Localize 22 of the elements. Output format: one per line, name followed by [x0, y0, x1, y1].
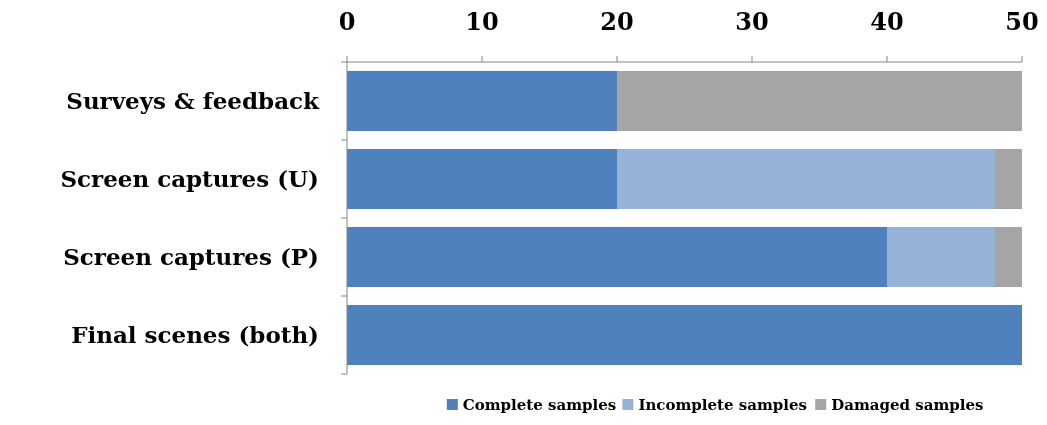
y-tick-label: Surveys & feedback: [66, 87, 321, 115]
x-tick-label: 50: [1005, 7, 1039, 36]
bar: [347, 304, 1022, 366]
bar: [347, 226, 887, 288]
bar: [347, 148, 617, 210]
bar: [617, 148, 995, 210]
legend-label: Damaged samples: [831, 396, 984, 414]
y-tick-label: Final scenes (both): [71, 321, 319, 349]
bar: [347, 70, 617, 132]
bar: [887, 226, 995, 288]
x-tick-label: 40: [870, 7, 904, 36]
bar: [995, 148, 1022, 210]
x-tick-label: 10: [465, 7, 499, 36]
x-tick-label: 0: [338, 7, 356, 36]
bar: [995, 226, 1022, 288]
legend-label: Complete samples: [462, 396, 617, 414]
y-tick-label: Screen captures (U): [60, 165, 319, 193]
bar: [617, 70, 1022, 132]
y-tick-label: Screen captures (P): [63, 243, 319, 271]
legend-label: Incomplete samples: [638, 396, 807, 414]
x-tick-label: 30: [735, 7, 769, 36]
x-tick-label: 20: [600, 7, 634, 36]
